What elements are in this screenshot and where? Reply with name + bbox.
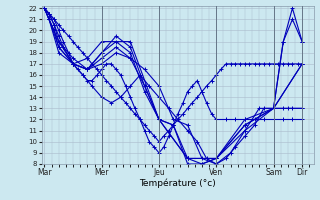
X-axis label: Température (°c): Température (°c)	[139, 179, 216, 188]
